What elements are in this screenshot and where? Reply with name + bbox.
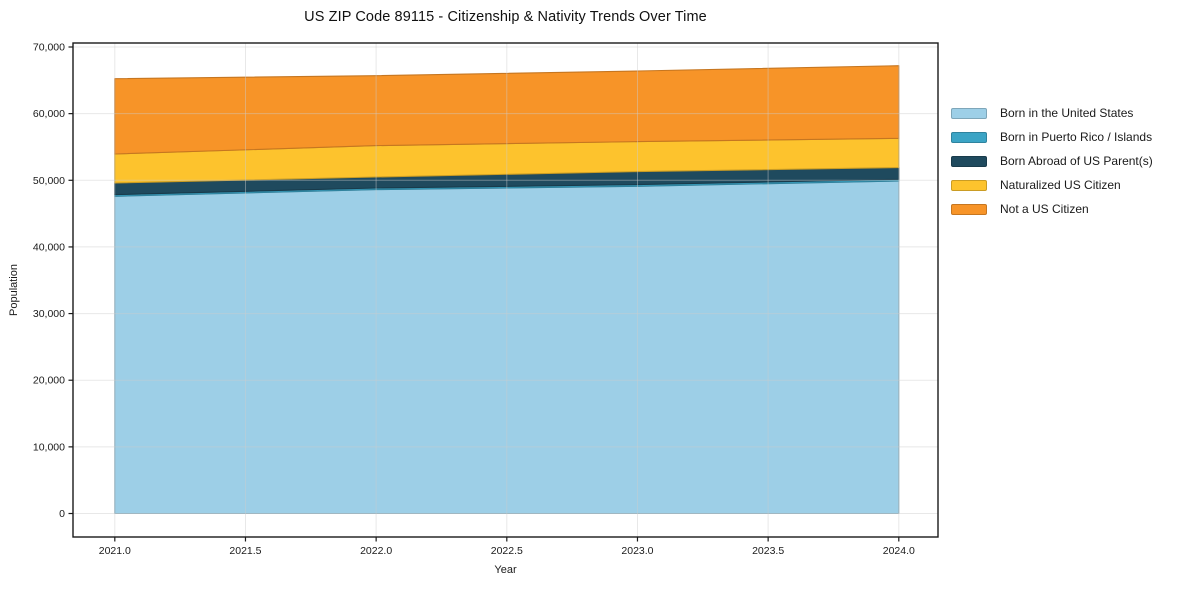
y-tick-label: 20,000: [33, 375, 65, 387]
axis-ticks: 0 10,000 20,000 30,000 40,000 50,000 60,000 70,…: [33, 41, 915, 557]
legend-item: Born in Puerto Rico / Islands: [951, 125, 1153, 149]
legend-item: Born in the United States: [951, 101, 1153, 125]
x-tick-label: 2022.5: [491, 545, 523, 557]
legend-item-label: Naturalized US Citizen: [1000, 178, 1121, 192]
y-tick-label: 50,000: [33, 175, 65, 187]
legend-swatch-icon: [951, 131, 987, 143]
y-axis-label: Population: [8, 264, 20, 316]
x-axis-label: Year: [494, 564, 517, 576]
grid-lines: [73, 43, 938, 537]
legend-swatch-icon: [951, 107, 987, 119]
x-tick-label: 2022.0: [360, 545, 392, 557]
legend-item-label: Born in Puerto Rico / Islands: [1000, 130, 1153, 144]
x-tick-label: 2023.0: [621, 545, 653, 557]
legend: Born in the United States Born in Puerto…: [951, 101, 1153, 221]
y-tick-label: 40,000: [33, 241, 65, 253]
legend-item-label: Not a US Citizen: [1000, 202, 1089, 216]
y-tick-label: 0: [59, 508, 65, 520]
plot-border: [72, 42, 939, 538]
legend-item-label: Born in the United States: [1000, 106, 1134, 120]
legend-item-label: Born Abroad of US Parent(s): [1000, 154, 1153, 168]
legend-swatch-icon: [951, 179, 987, 191]
legend-item: Naturalized US Citizen: [951, 173, 1153, 197]
legend-item: Not a US Citizen: [951, 197, 1153, 221]
y-tick-label: 70,000: [33, 41, 65, 53]
area-series-4: [114, 65, 900, 155]
legend-swatch-icon: [951, 155, 987, 167]
y-tick-label: 10,000: [33, 441, 65, 453]
x-tick-label: 2023.5: [752, 545, 784, 557]
legend-swatch-icon: [951, 203, 987, 215]
x-tick-label: 2021.5: [229, 545, 261, 557]
x-tick-label: 2024.0: [883, 545, 915, 557]
chart-title: US ZIP Code 89115 - Citizenship & Nativi…: [304, 9, 707, 25]
x-tick-label: 2021.0: [99, 545, 131, 557]
legend-item: Born Abroad of US Parent(s): [951, 149, 1153, 173]
y-tick-label: 60,000: [33, 108, 65, 120]
area-series-group: [114, 65, 900, 515]
y-tick-label: 30,000: [33, 308, 65, 320]
